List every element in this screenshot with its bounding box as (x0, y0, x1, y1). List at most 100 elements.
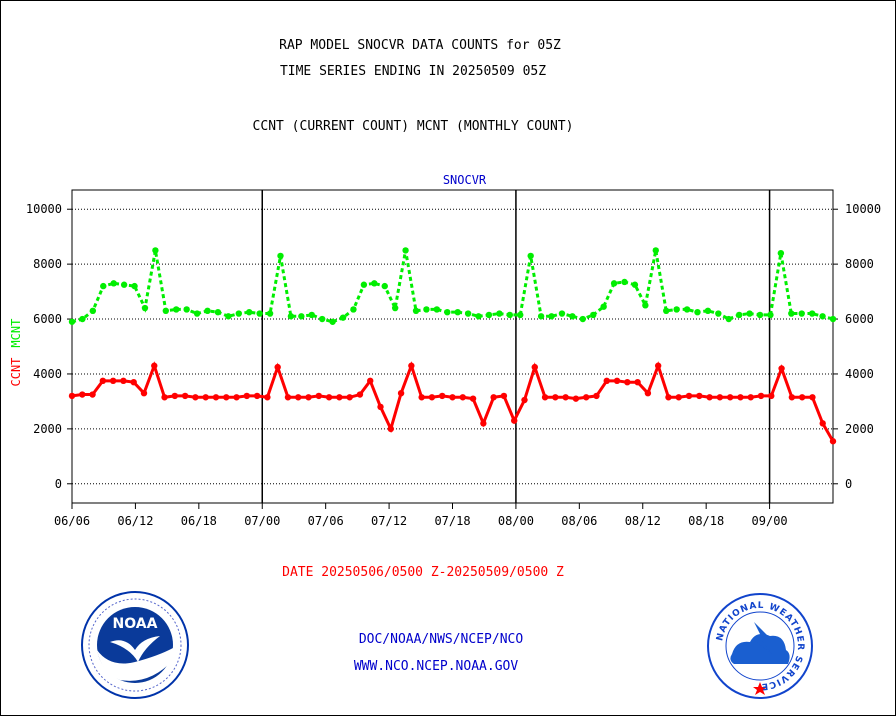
data-point-mcnt (746, 310, 753, 317)
data-point-mcnt (79, 315, 86, 323)
data-point-mcnt (308, 311, 315, 319)
data-point-mcnt (537, 313, 545, 320)
data-point-ccnt (109, 377, 117, 385)
data-point-ccnt (819, 420, 826, 427)
plot-area (71, 189, 834, 504)
data-point-mcnt (642, 302, 649, 309)
date-range-label: DATE 20250506/0500 Z-20250509/0500 Z (282, 565, 564, 580)
data-point-ccnt (161, 394, 168, 401)
doc-noaa-link[interactable]: DOC/NOAA/NWS/NCEP/NCO (358, 632, 524, 647)
data-point-ccnt (243, 392, 251, 400)
data-point-ccnt (675, 394, 682, 401)
data-point-ccnt (726, 394, 734, 401)
data-point-ccnt (367, 377, 374, 385)
data-point-ccnt (295, 394, 302, 401)
data-point-ccnt (747, 394, 754, 401)
data-point-mcnt (475, 313, 482, 320)
data-point-mcnt (631, 281, 639, 288)
data-point-mcnt (193, 310, 201, 317)
data-point-mcnt (131, 282, 138, 290)
x-tick-label: 06/18 (181, 514, 217, 528)
data-point-ccnt (737, 394, 744, 401)
data-point-mcnt (214, 308, 222, 316)
data-point-mcnt (558, 310, 566, 317)
data-point-mcnt (517, 311, 524, 319)
data-point-ccnt (490, 394, 497, 401)
data-point-mcnt (162, 307, 170, 315)
data-point-mcnt (735, 311, 743, 319)
data-point-ccnt (397, 389, 405, 397)
data-point-mcnt (819, 313, 826, 320)
data-point-mcnt (683, 306, 691, 313)
data-point-ccnt (500, 392, 508, 400)
data-point-mcnt (788, 310, 795, 317)
data-point-mcnt (829, 315, 837, 323)
data-point-mcnt (777, 249, 785, 257)
data-point-mcnt (756, 311, 764, 319)
data-point-ccnt (233, 394, 240, 401)
svg-text:NOAA: NOAA (113, 616, 158, 632)
data-point-ccnt (356, 391, 364, 398)
data-point-mcnt (610, 280, 618, 287)
data-point-mcnt (673, 306, 680, 313)
data-point-ccnt (202, 394, 209, 401)
data-point-ccnt (778, 365, 785, 372)
data-point-ccnt (449, 394, 456, 401)
y-tick-label-right: 8000 (845, 257, 874, 271)
data-point-mcnt (391, 304, 399, 312)
data-point-ccnt (757, 392, 765, 400)
data-point-mcnt (600, 303, 607, 310)
data-point-ccnt (89, 391, 96, 398)
series-line-ccnt (71, 361, 835, 442)
data-point-ccnt (531, 363, 538, 371)
data-point-ccnt (223, 394, 230, 401)
data-point-mcnt (287, 313, 295, 320)
data-point-mcnt (152, 247, 159, 254)
data-point-ccnt (140, 389, 148, 397)
data-point-mcnt (235, 310, 242, 317)
data-point-mcnt (433, 306, 441, 313)
data-point-mcnt (141, 304, 149, 312)
nws-logo-icon: NATIONAL WEATHER SERVICE (707, 593, 813, 699)
y-tick-label-right: 0 (845, 477, 852, 491)
data-point-mcnt (173, 306, 180, 313)
data-point-ccnt (120, 377, 127, 385)
x-tick-label: 07/18 (434, 514, 470, 528)
data-point-ccnt (439, 392, 446, 400)
data-point-mcnt (590, 311, 597, 319)
y-tick-label-left: 2000 (33, 422, 62, 436)
data-point-ccnt (572, 395, 580, 402)
data-point-mcnt (68, 318, 76, 325)
data-point-mcnt (110, 280, 117, 287)
chart-title-line1: RAP MODEL SNOCVR DATA COUNTS for 05Z (279, 38, 561, 53)
x-tick-label: 08/00 (498, 514, 534, 528)
x-tick-label: 07/00 (244, 514, 280, 528)
data-point-mcnt (464, 310, 472, 317)
y-tick-label-right: 6000 (845, 312, 874, 326)
y-tick-label-right: 4000 (845, 367, 874, 381)
data-point-ccnt (305, 394, 312, 401)
y-tick-label-right: 2000 (845, 422, 874, 436)
data-point-mcnt (423, 306, 430, 313)
data-point-ccnt (829, 438, 837, 445)
nco-website-link[interactable]: WWW.NCO.NCEP.NOAA.GOV (353, 659, 519, 674)
data-point-mcnt (183, 306, 190, 313)
data-point-ccnt (171, 392, 179, 400)
data-point-mcnt (527, 252, 534, 260)
data-point-ccnt (706, 394, 713, 401)
y-tick-label-left: 8000 (33, 257, 62, 271)
data-point-mcnt (100, 282, 107, 290)
data-point-mcnt (225, 313, 232, 320)
data-point-mcnt (767, 311, 774, 319)
data-point-mcnt (298, 313, 305, 320)
data-point-mcnt (715, 310, 722, 317)
data-point-mcnt (89, 307, 97, 315)
data-point-mcnt (360, 281, 368, 288)
data-point-ccnt (644, 389, 652, 397)
data-point-ccnt (624, 378, 631, 386)
data-point-mcnt (506, 311, 514, 319)
data-point-mcnt (548, 313, 555, 320)
y-tick-label-left: 0 (55, 477, 62, 491)
noaa-logo-icon: NOAA (81, 591, 189, 699)
data-point-ccnt (541, 394, 549, 401)
